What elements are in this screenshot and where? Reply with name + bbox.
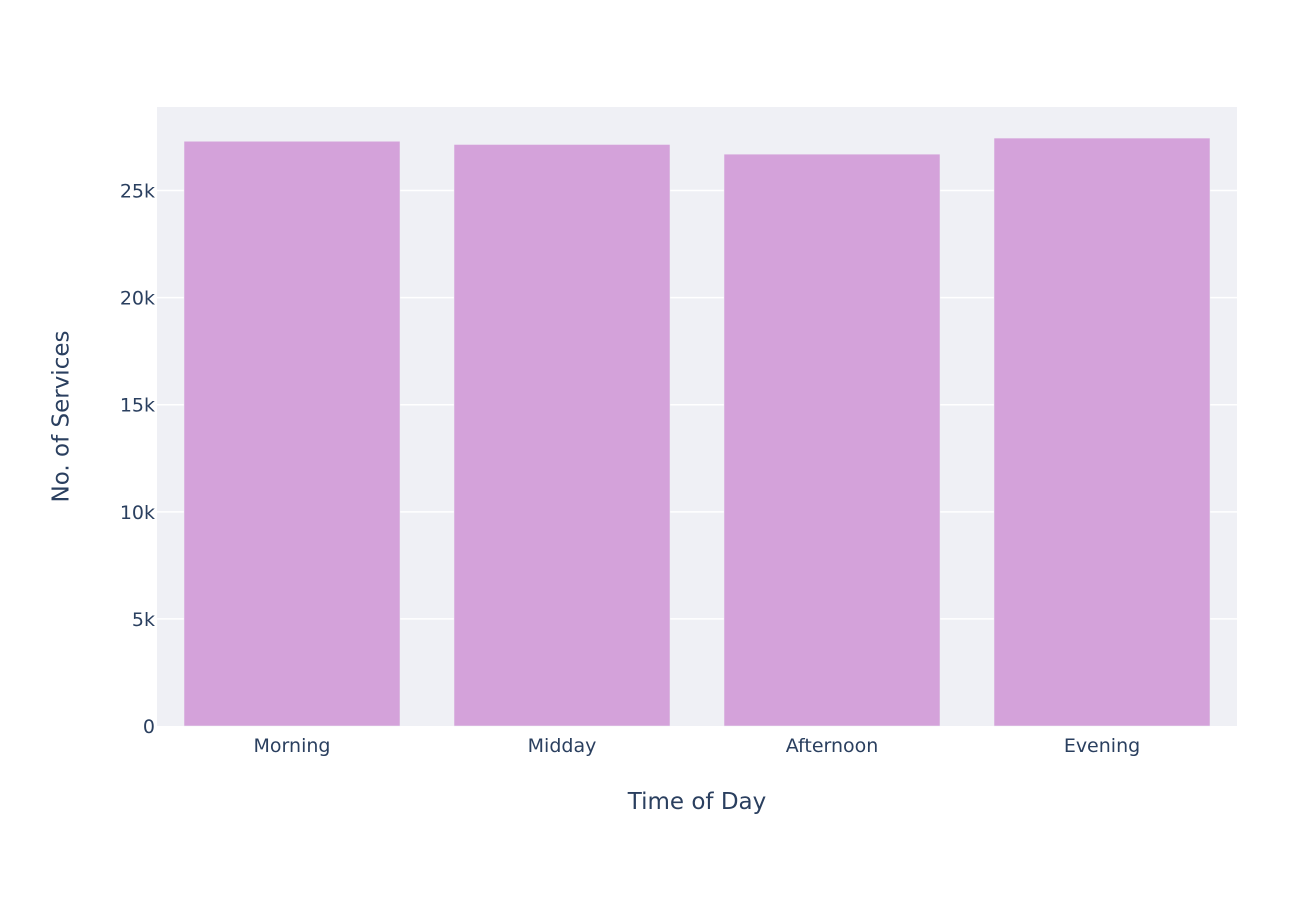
- bar-morning: [183, 141, 401, 727]
- y-tick-label: 15k: [120, 395, 155, 417]
- bar-afternoon: [723, 153, 941, 727]
- bar-midday: [453, 144, 671, 727]
- y-tick-label: 0: [143, 716, 155, 738]
- x-axis-ticks: Morning Midday Afternoon Evening: [254, 735, 1141, 757]
- x-axis-title: Time of Day: [627, 789, 767, 815]
- y-tick-label: 20k: [120, 288, 155, 310]
- x-tick-label: Midday: [528, 735, 597, 757]
- x-tick-label: Afternoon: [786, 735, 879, 757]
- y-axis-title: No. of Services: [49, 331, 75, 503]
- y-tick-label: 10k: [120, 502, 155, 524]
- x-tick-label: Morning: [254, 735, 331, 757]
- x-tick-label: Evening: [1064, 735, 1140, 757]
- y-axis-ticks: 0 5k 10k 15k 20k 25k: [120, 181, 155, 738]
- y-tick-label: 25k: [120, 181, 155, 203]
- y-tick-label: 5k: [132, 609, 155, 631]
- bars: [183, 137, 1211, 727]
- bar-evening: [993, 137, 1211, 727]
